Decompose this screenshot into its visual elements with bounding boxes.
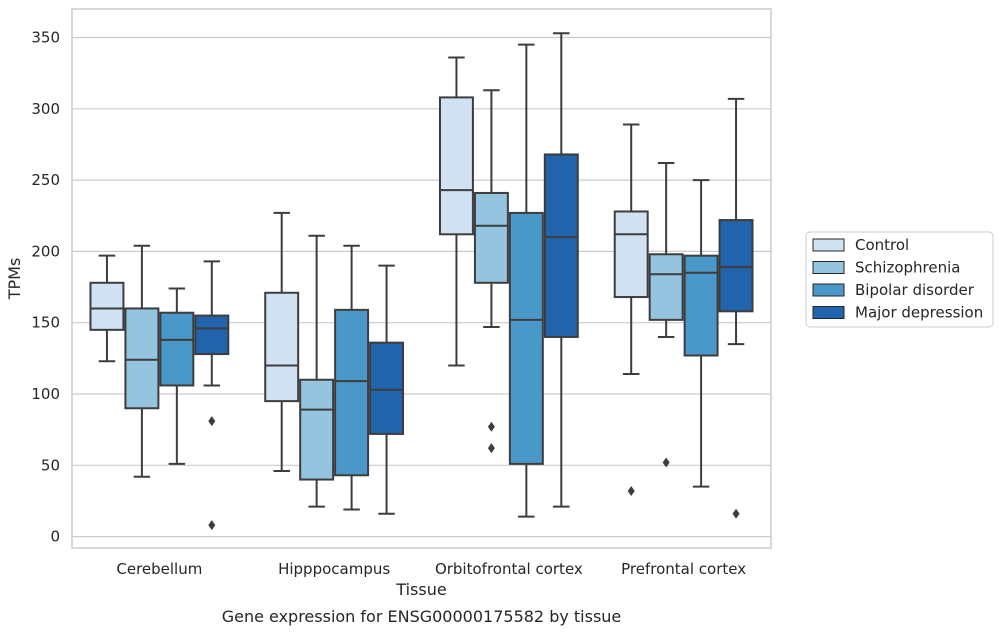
box xyxy=(648,162,684,468)
box-iqr xyxy=(299,378,335,481)
box-iqr xyxy=(648,253,684,321)
box-iqr xyxy=(334,308,370,477)
legend-frame xyxy=(805,231,994,328)
legend-swatch xyxy=(812,306,845,319)
outlier-point xyxy=(732,508,740,519)
y-tick-label: 0 xyxy=(50,528,60,546)
series-control xyxy=(89,56,649,496)
box-iqr xyxy=(683,254,719,357)
box-iqr xyxy=(473,191,509,284)
series-major-depression xyxy=(194,32,754,531)
legend-swatch xyxy=(812,283,845,297)
box-plot-series xyxy=(89,32,754,531)
box-iqr xyxy=(543,153,579,338)
box xyxy=(473,89,509,454)
outlier-point xyxy=(487,443,495,454)
box xyxy=(299,234,335,508)
legend-item-label: Schizophrenia xyxy=(855,259,960,277)
box xyxy=(264,211,300,472)
box xyxy=(159,287,195,465)
series-schizophrenia xyxy=(124,89,684,508)
box-iqr xyxy=(438,96,474,236)
box-iqr xyxy=(194,314,230,356)
y-axis-ticks: 0 50 100 150 200 250 300 350 xyxy=(31,29,60,546)
box-iqr xyxy=(159,311,195,387)
box-iqr xyxy=(508,211,544,465)
box xyxy=(543,32,579,508)
box xyxy=(508,43,544,518)
legend-item-label: Control xyxy=(855,236,909,254)
y-tick-label: 300 xyxy=(31,100,60,118)
box-iqr xyxy=(124,307,160,410)
box xyxy=(334,244,370,511)
chart-caption: Gene expression for ENSG00000175582 by t… xyxy=(222,607,622,626)
x-tick-label: Orbitofrontal cortex xyxy=(435,560,583,578)
y-tick-label: 350 xyxy=(31,29,60,47)
x-tick-label: Hipppocampus xyxy=(278,560,390,578)
box xyxy=(89,254,125,363)
outlier-point xyxy=(627,485,635,496)
box xyxy=(124,244,160,478)
box-iqr xyxy=(264,291,300,403)
legend-swatch xyxy=(812,238,845,252)
box xyxy=(369,264,405,515)
y-tick-label: 50 xyxy=(41,456,60,474)
outlier-point xyxy=(662,457,670,468)
legend-item-label: Major depression xyxy=(855,304,983,322)
y-tick-label: 250 xyxy=(31,171,60,189)
box xyxy=(613,123,649,496)
box xyxy=(194,260,230,531)
legend-item-label: Bipolar disorder xyxy=(855,281,975,299)
box xyxy=(718,97,754,519)
x-tick-label: Prefrontal cortex xyxy=(621,560,746,578)
x-tick-label: Cerebellum xyxy=(116,560,202,578)
box-iqr xyxy=(89,281,125,331)
legend-swatch xyxy=(812,261,845,274)
series-bipolar-disorder xyxy=(159,43,719,518)
y-tick-label: 200 xyxy=(31,242,60,260)
box-iqr xyxy=(718,219,754,313)
legend: Control Schizophrenia Bipolar disorder Majo… xyxy=(805,231,994,328)
outlier-point xyxy=(208,520,216,531)
box xyxy=(438,56,474,367)
x-axis-label: Tissue xyxy=(395,580,446,599)
y-tick-label: 100 xyxy=(31,385,60,403)
x-axis-ticks: Cerebellum Hipppocampus Orbitofrontal cort… xyxy=(116,560,746,578)
box-iqr xyxy=(613,210,649,299)
outlier-point xyxy=(487,421,495,432)
y-axis-label: TPMs xyxy=(5,258,24,301)
box-iqr xyxy=(369,341,405,435)
y-tick-label: 150 xyxy=(31,314,60,332)
plot-frame xyxy=(71,8,772,549)
outlier-point xyxy=(208,416,216,427)
box xyxy=(683,179,719,488)
